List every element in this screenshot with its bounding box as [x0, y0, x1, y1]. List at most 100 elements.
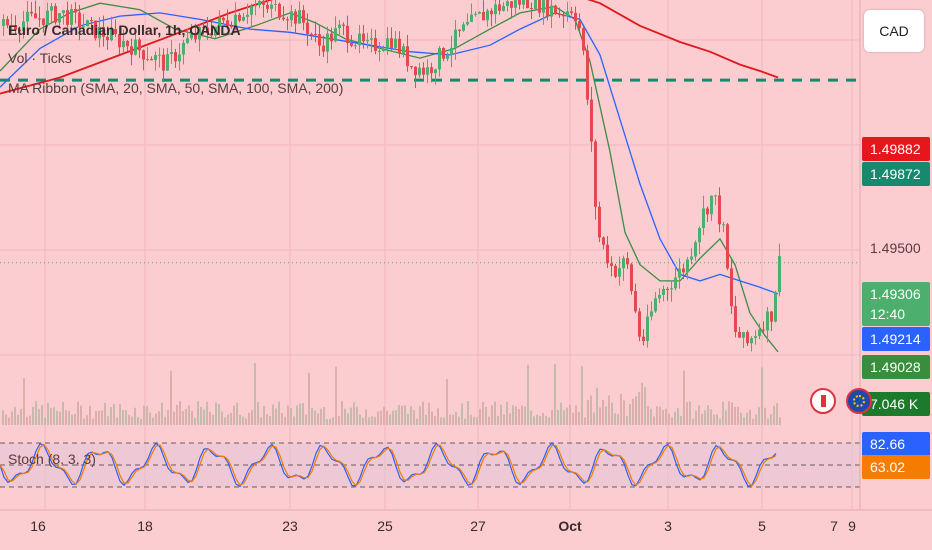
- candle-body: [522, 0, 525, 5]
- volume-bar: [35, 401, 37, 425]
- stoch-label[interactable]: Stoch (8, 3, 3): [8, 451, 96, 467]
- candle-body: [38, 18, 41, 20]
- volume-bar: [635, 396, 637, 425]
- candle-body: [362, 33, 365, 42]
- candle-body: [150, 59, 153, 61]
- volume-bar: [608, 395, 610, 425]
- canada-flag-icon[interactable]: [810, 388, 836, 414]
- volume-bars: [2, 363, 781, 425]
- candle-body: [118, 34, 121, 48]
- volume-bar: [449, 414, 451, 425]
- volume-bar: [617, 414, 619, 425]
- candle-body: [534, 0, 537, 10]
- volume-bar: [251, 410, 253, 425]
- stoch-d-tag: 63.02: [862, 455, 930, 479]
- volume-bar: [44, 417, 46, 425]
- candle-body: [570, 11, 573, 13]
- volume-bar: [299, 403, 301, 425]
- candle-body: [282, 17, 285, 20]
- candle-body: [430, 67, 433, 74]
- volume-bar: [362, 417, 364, 425]
- candle-body: [646, 316, 649, 342]
- ma-ribbon-label[interactable]: MA Ribbon (SMA, 20, SMA, 50, SMA, 100, S…: [8, 80, 344, 96]
- candle-body: [738, 331, 741, 338]
- candle-body: [506, 1, 509, 7]
- candle-body: [382, 49, 385, 51]
- volume-bar: [674, 411, 676, 425]
- volume-bar: [419, 406, 421, 425]
- candle-body: [390, 38, 393, 48]
- volume-bar: [482, 401, 484, 425]
- candle-body: [338, 24, 341, 29]
- candle-body: [690, 256, 693, 260]
- candle-body: [622, 258, 625, 269]
- volume-bar: [686, 402, 688, 425]
- volume-bar: [605, 406, 607, 425]
- volume-bar: [311, 407, 313, 425]
- candle-body: [734, 306, 737, 332]
- volume-bar: [491, 405, 493, 425]
- volume-bar: [512, 405, 514, 425]
- candle-body: [90, 20, 93, 22]
- volume-bar: [269, 416, 271, 425]
- volume-bar: [227, 414, 229, 425]
- volume-bar: [647, 406, 649, 425]
- candle-body: [550, 5, 553, 17]
- candle-body: [514, 0, 517, 8]
- volume-bar: [509, 413, 511, 425]
- volume-bar: [176, 404, 178, 425]
- candle-body: [710, 195, 713, 215]
- volume-bar: [479, 408, 481, 425]
- volume-indicator-label[interactable]: Vol · Ticks: [8, 50, 72, 66]
- volume-bar: [137, 417, 139, 425]
- volume-bar: [392, 410, 394, 425]
- volume-bar: [743, 417, 745, 425]
- candle-body: [386, 38, 389, 50]
- candle-body: [578, 21, 581, 29]
- candle-body: [10, 25, 13, 27]
- volume-bar: [161, 402, 163, 425]
- candle-body: [254, 5, 257, 7]
- volume-bar: [116, 417, 118, 425]
- symbol-title[interactable]: Euro / Canadian Dollar, 1h, OANDA: [8, 22, 241, 38]
- candle-body: [278, 3, 281, 18]
- volume-bar: [233, 405, 235, 425]
- candle-body: [230, 25, 233, 27]
- volume-bar: [320, 408, 322, 425]
- volume-bar: [344, 408, 346, 425]
- candle-body: [666, 288, 669, 290]
- eu-flag-icon[interactable]: [846, 388, 872, 414]
- candle-body: [102, 27, 105, 37]
- volume-bar: [77, 401, 79, 425]
- volume-bar: [749, 409, 751, 425]
- candle-body: [2, 19, 5, 26]
- candle-body: [222, 17, 225, 21]
- currency-button[interactable]: CAD: [864, 10, 924, 52]
- volume-bar: [230, 413, 232, 425]
- candle-body: [546, 0, 549, 17]
- candle-body: [458, 29, 461, 31]
- volume-bar: [446, 378, 448, 425]
- candle-body: [442, 47, 445, 59]
- volume-bar: [353, 401, 355, 425]
- stoch-pane: [0, 442, 860, 488]
- stoch-k-line: [0, 442, 777, 488]
- volume-bar: [650, 408, 652, 425]
- candle-body: [482, 12, 485, 21]
- volume-bar: [263, 405, 265, 425]
- candle-body: [662, 288, 665, 295]
- volume-bar: [497, 415, 499, 425]
- candle-body: [602, 237, 605, 245]
- volume-bar: [458, 416, 460, 425]
- volume-bar: [386, 410, 388, 425]
- candle-body: [262, 0, 265, 5]
- volume-bar: [224, 417, 226, 425]
- volume-bar: [281, 412, 283, 425]
- candle-body: [218, 17, 221, 27]
- candle-body: [358, 33, 361, 46]
- volume-bar: [296, 405, 298, 425]
- volume-bar: [14, 407, 16, 425]
- volume-bar: [17, 414, 19, 425]
- candle-body: [54, 6, 57, 23]
